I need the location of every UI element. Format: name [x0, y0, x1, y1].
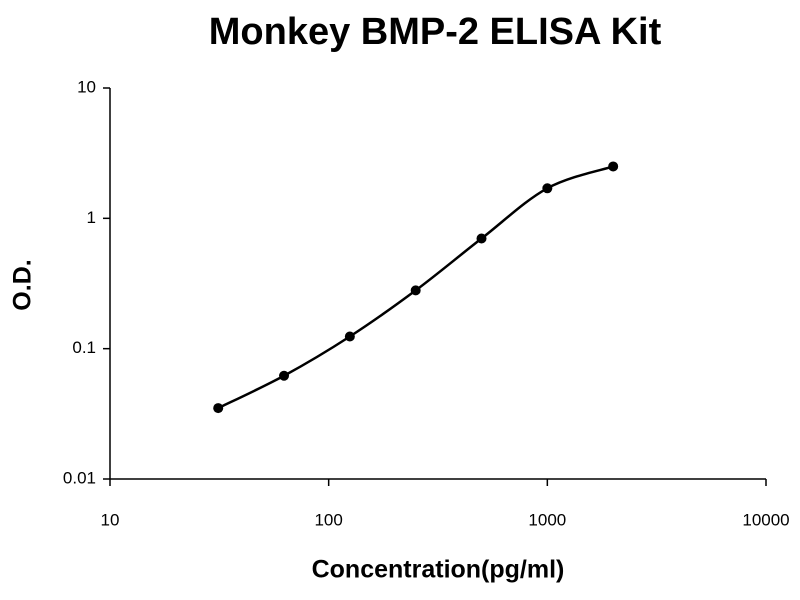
data-point	[410, 285, 421, 296]
data-point	[213, 403, 224, 414]
data-point	[608, 161, 619, 172]
data-point	[279, 370, 290, 381]
data-point	[542, 183, 553, 194]
x-tick-label: 100	[314, 510, 342, 529]
y-tick-label: 1	[87, 208, 96, 227]
chart-title: Monkey BMP-2 ELISA Kit	[209, 11, 662, 53]
x-axis-label: Concentration(pg/ml)	[312, 556, 565, 584]
data-point	[476, 233, 487, 244]
y-tick-label: 10	[77, 77, 96, 96]
y-tick-label: 0.01	[63, 468, 96, 487]
x-tick-label: 10000	[742, 510, 789, 529]
x-tick-label: 10	[101, 510, 120, 529]
data-point	[344, 331, 355, 342]
x-tick-label: 1000	[528, 510, 566, 529]
y-axis-label: O.D.	[9, 259, 37, 310]
y-tick-label: 0.1	[72, 338, 96, 357]
